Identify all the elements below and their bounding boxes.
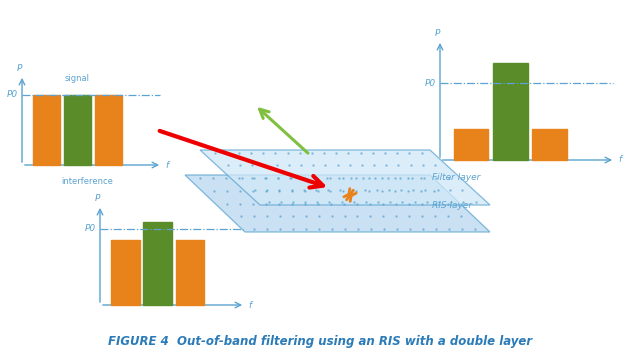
Text: f: f: [248, 301, 251, 310]
Text: f: f: [618, 156, 621, 165]
Text: P: P: [16, 64, 22, 73]
Text: Filter layer: Filter layer: [432, 174, 481, 183]
Polygon shape: [200, 150, 490, 205]
Text: P: P: [435, 29, 440, 38]
Text: P0: P0: [85, 224, 96, 233]
Bar: [111, 240, 140, 305]
Text: P0: P0: [7, 90, 18, 99]
Text: interference: interference: [61, 177, 113, 186]
Text: RIS layer: RIS layer: [432, 201, 472, 210]
Text: signal: signal: [65, 74, 90, 83]
Polygon shape: [185, 175, 490, 232]
Bar: [175, 240, 204, 305]
Text: P0: P0: [425, 78, 436, 87]
Bar: [64, 95, 91, 165]
Bar: [143, 222, 172, 305]
Bar: [95, 95, 122, 165]
Text: P: P: [94, 194, 100, 203]
Bar: [33, 95, 60, 165]
Text: f: f: [165, 161, 168, 170]
Bar: [532, 129, 567, 160]
Bar: [493, 63, 527, 160]
Bar: [454, 129, 488, 160]
Text: FIGURE 4  Out-of-band filtering using an RIS with a double layer: FIGURE 4 Out-of-band filtering using an …: [108, 335, 532, 348]
